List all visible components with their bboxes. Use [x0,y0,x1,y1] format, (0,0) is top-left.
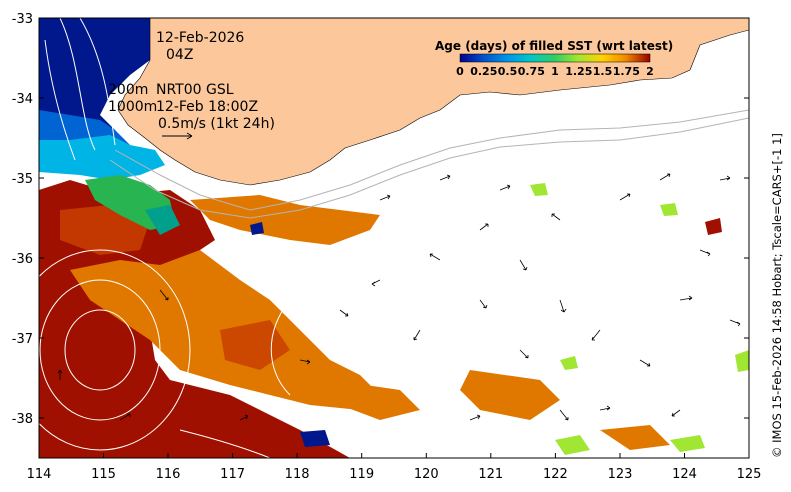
lon-tick-120: 120 [414,467,439,482]
contour-200m [114,109,749,211]
colorbar-tick-0.75: 0.75 [518,65,545,78]
lon-tick-117: 117 [220,467,245,482]
date-label: 12-Feb-2026 [156,30,244,46]
contour-200m-label: 200m [108,82,148,98]
lon-tick-115: 115 [91,467,116,482]
velocity-arrows [57,173,741,421]
axis-ticks [38,17,750,458]
lon-tick-124: 124 [672,467,697,482]
colorbar-title: Age (days) of filled SST (wrt latest) [435,39,673,53]
lon-tick-119: 119 [349,467,374,482]
time-label: 04Z [166,47,193,63]
lon-tick-122: 122 [543,467,568,482]
colorbar [459,53,651,63]
lon-tick-123: 123 [608,467,633,482]
credit-text: © IMOS 15-Feb-2026 14:58 Hobart; Tscale=… [770,133,784,458]
lon-tick-125: 125 [737,467,762,482]
colorbar-tick-1.25: 1.25 [565,65,592,78]
colorbar-tick-0.25: 0.25 [470,65,497,78]
contour-1000m-label: 1000m [108,99,157,115]
contour-1000m [109,117,749,219]
lon-tick-118: 118 [285,467,310,482]
ssh-contours [39,18,291,458]
sst-age-orange-patches [190,195,670,450]
colorbar-tick-0: 0 [456,65,464,78]
lon-tick-114: 114 [27,467,52,482]
sst-age-red-orange-mix [60,205,290,370]
scale-arrow [162,132,193,140]
sst-age-dark-blue-region [39,18,150,140]
sst-age-darkred-patch-east [705,218,722,235]
product-label: NRT00 GSL [156,82,234,98]
lat-tick-38: -38 [12,412,33,427]
colorbar-tick-1.75: 1.75 [613,65,640,78]
lon-tick-labels: 114 115 116 117 118 119 120 121 122 123 … [27,467,762,482]
scale-label: 0.5m/s (1kt 24h) [158,116,275,132]
colorbar-tick-0.5: 0.5 [498,65,518,78]
lon-tick-116: 116 [156,467,181,482]
lat-tick-36: -36 [12,252,33,267]
product-time-label: 12-Feb 18:00Z [156,99,258,115]
lat-tick-37: -37 [12,332,33,347]
lat-tick-34: -34 [12,92,33,107]
colorbar-tick-2: 2 [646,65,654,78]
colorbar-tick-1: 1 [551,65,559,78]
colorbar-ticks: 0 0.25 0.5 0.75 1 1.25 1.5 1.75 2 [456,65,654,78]
lon-tick-121: 121 [478,467,503,482]
plot-frame [38,17,750,459]
colorbar-tick-1.5: 1.5 [593,65,613,78]
lat-tick-35: -35 [12,172,33,187]
sst-age-teal-patch [145,205,180,235]
lat-tick-labels: -33 -34 -35 -36 -37 -38 [12,12,33,427]
lat-tick-33: -33 [12,12,33,27]
